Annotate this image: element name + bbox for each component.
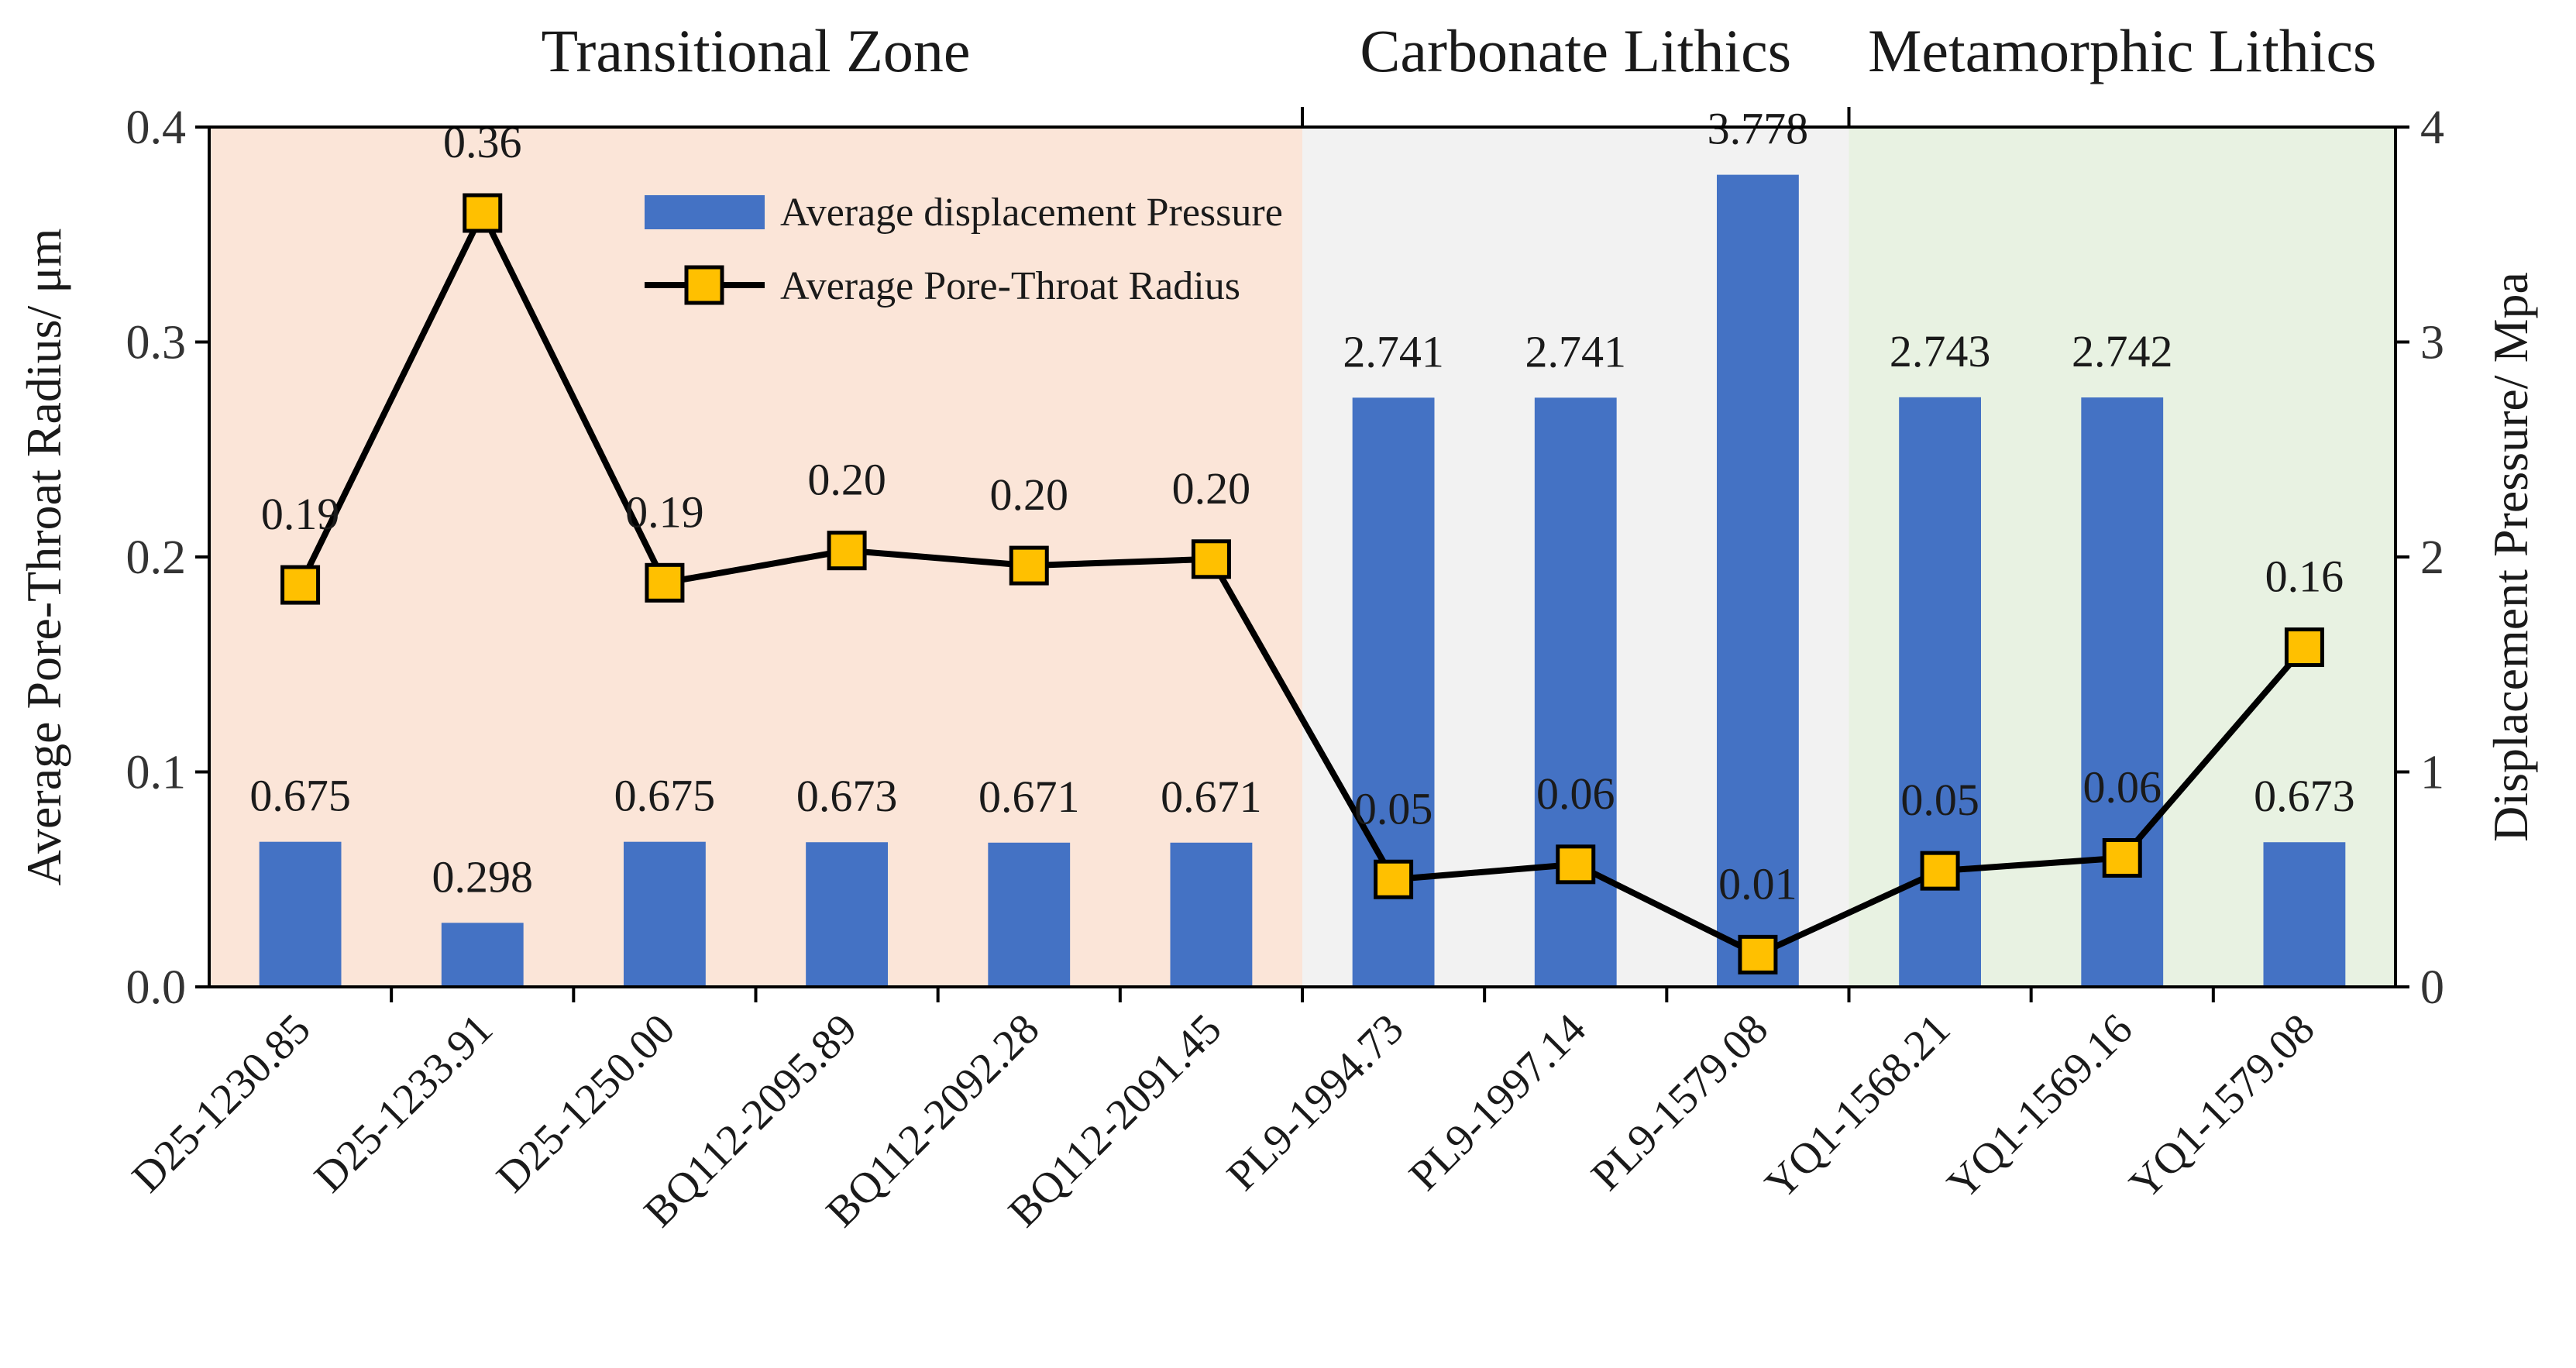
radius-value-label-0: 0.19 xyxy=(261,489,340,539)
bar-8 xyxy=(1717,174,1799,988)
right-y-tick-label-0: 0 xyxy=(2420,961,2444,1014)
radius-value-label-11: 0.16 xyxy=(2265,552,2344,602)
right-y-tick-label-4: 4 xyxy=(2420,101,2444,154)
bar-5 xyxy=(1170,842,1253,987)
bar-value-label-11: 0.673 xyxy=(2254,771,2355,821)
bar-7 xyxy=(1534,397,1617,987)
radius-marker-7 xyxy=(1556,844,1596,885)
bar-value-label-4: 0.671 xyxy=(978,772,1080,822)
category-label-0: D25-1230.85 xyxy=(123,1005,320,1201)
bar-9 xyxy=(1899,397,1981,987)
bar-value-label-9: 2.743 xyxy=(1890,326,1991,376)
radius-marker-8 xyxy=(1738,934,1778,974)
radius-marker-10 xyxy=(2102,838,2142,878)
radius-value-label-6: 0.05 xyxy=(1354,783,1433,834)
bar-value-label-0: 0.675 xyxy=(249,771,351,821)
legend-marker-swatch xyxy=(684,265,724,305)
bar-value-label-2: 0.675 xyxy=(614,771,716,821)
bar-value-label-3: 0.673 xyxy=(796,771,898,821)
radius-value-label-1: 0.36 xyxy=(443,117,522,167)
category-label-2: D25-1250.00 xyxy=(487,1005,684,1201)
left-y-tick-label-3: 0.3 xyxy=(126,317,187,369)
category-label-1: D25-1233.91 xyxy=(305,1005,502,1201)
bar-3 xyxy=(806,842,888,987)
radius-value-label-5: 0.20 xyxy=(1172,463,1251,514)
radius-marker-4 xyxy=(1009,545,1049,586)
left-y-tick-label-2: 0.2 xyxy=(126,531,187,584)
legend-bar-swatch xyxy=(645,195,765,229)
radius-marker-5 xyxy=(1191,539,1231,579)
bar-4 xyxy=(988,842,1071,987)
left-y-axis-title: Average Pore-Throat Radius/ μm xyxy=(16,229,71,886)
right-y-tick-label-2: 2 xyxy=(2420,531,2444,584)
category-label-10: YQ1-1569.16 xyxy=(1938,1005,2142,1208)
bar-value-label-7: 2.741 xyxy=(1525,326,1627,376)
bar-1 xyxy=(441,923,524,987)
radius-line xyxy=(297,210,2307,958)
right-y-tick-label-1: 1 xyxy=(2420,747,2444,799)
radius-marker-6 xyxy=(1374,859,1414,899)
radius-value-label-9: 0.05 xyxy=(1900,775,1979,825)
category-label-7: PL9-1997.14 xyxy=(1400,1005,1595,1200)
category-label-8: PL9-1579.08 xyxy=(1582,1005,1777,1200)
radius-value-label-3: 0.20 xyxy=(807,455,886,505)
bar-2 xyxy=(624,841,706,987)
radius-marker-0 xyxy=(280,565,321,605)
zone-title-2: Metamorphic Lithics xyxy=(1868,17,2376,84)
bar-10 xyxy=(2081,397,2164,987)
bar-value-label-10: 2.742 xyxy=(2072,326,2173,376)
bar-11 xyxy=(2263,842,2346,987)
radius-marker-9 xyxy=(1920,851,1960,891)
category-label-9: YQ1-1568.21 xyxy=(1756,1005,1960,1208)
left-y-tick-label-4: 0.4 xyxy=(126,101,187,154)
right-y-tick-label-3: 3 xyxy=(2420,317,2444,369)
left-y-tick-label-1: 0.1 xyxy=(126,747,187,799)
radius-value-label-8: 0.01 xyxy=(1718,858,1797,909)
bar-value-label-8: 3.778 xyxy=(1708,104,1809,154)
legend-bar-label: Average displacement Pressure xyxy=(780,191,1283,235)
radius-value-label-7: 0.06 xyxy=(1536,768,1615,819)
left-y-tick-label-0: 0.0 xyxy=(126,961,187,1014)
radius-marker-11 xyxy=(2284,627,2324,668)
radius-marker-1 xyxy=(463,193,503,233)
radius-value-label-4: 0.20 xyxy=(990,469,1069,520)
right-y-axis-title: Displacement Pressure/ Mpa xyxy=(2483,272,2538,842)
bar-value-label-1: 0.298 xyxy=(432,851,534,902)
category-label-11: YQ1-1579.08 xyxy=(2120,1005,2324,1208)
bar-0 xyxy=(259,841,342,987)
zone-title-1: Carbonate Lithics xyxy=(1360,17,1791,84)
radius-value-label-10: 0.06 xyxy=(2083,762,2162,813)
radius-marker-2 xyxy=(645,562,685,603)
legend-line-label: Average Pore-Throat Radius xyxy=(780,264,1240,308)
bar-value-label-5: 0.671 xyxy=(1161,772,1262,822)
bar-value-label-6: 2.741 xyxy=(1343,326,1444,376)
radius-marker-3 xyxy=(827,531,867,571)
radius-value-label-2: 0.19 xyxy=(625,486,704,537)
category-label-6: PL9-1994.73 xyxy=(1218,1005,1413,1200)
zone-background-0 xyxy=(209,127,1302,987)
zone-title-0: Transitional Zone xyxy=(542,17,971,84)
